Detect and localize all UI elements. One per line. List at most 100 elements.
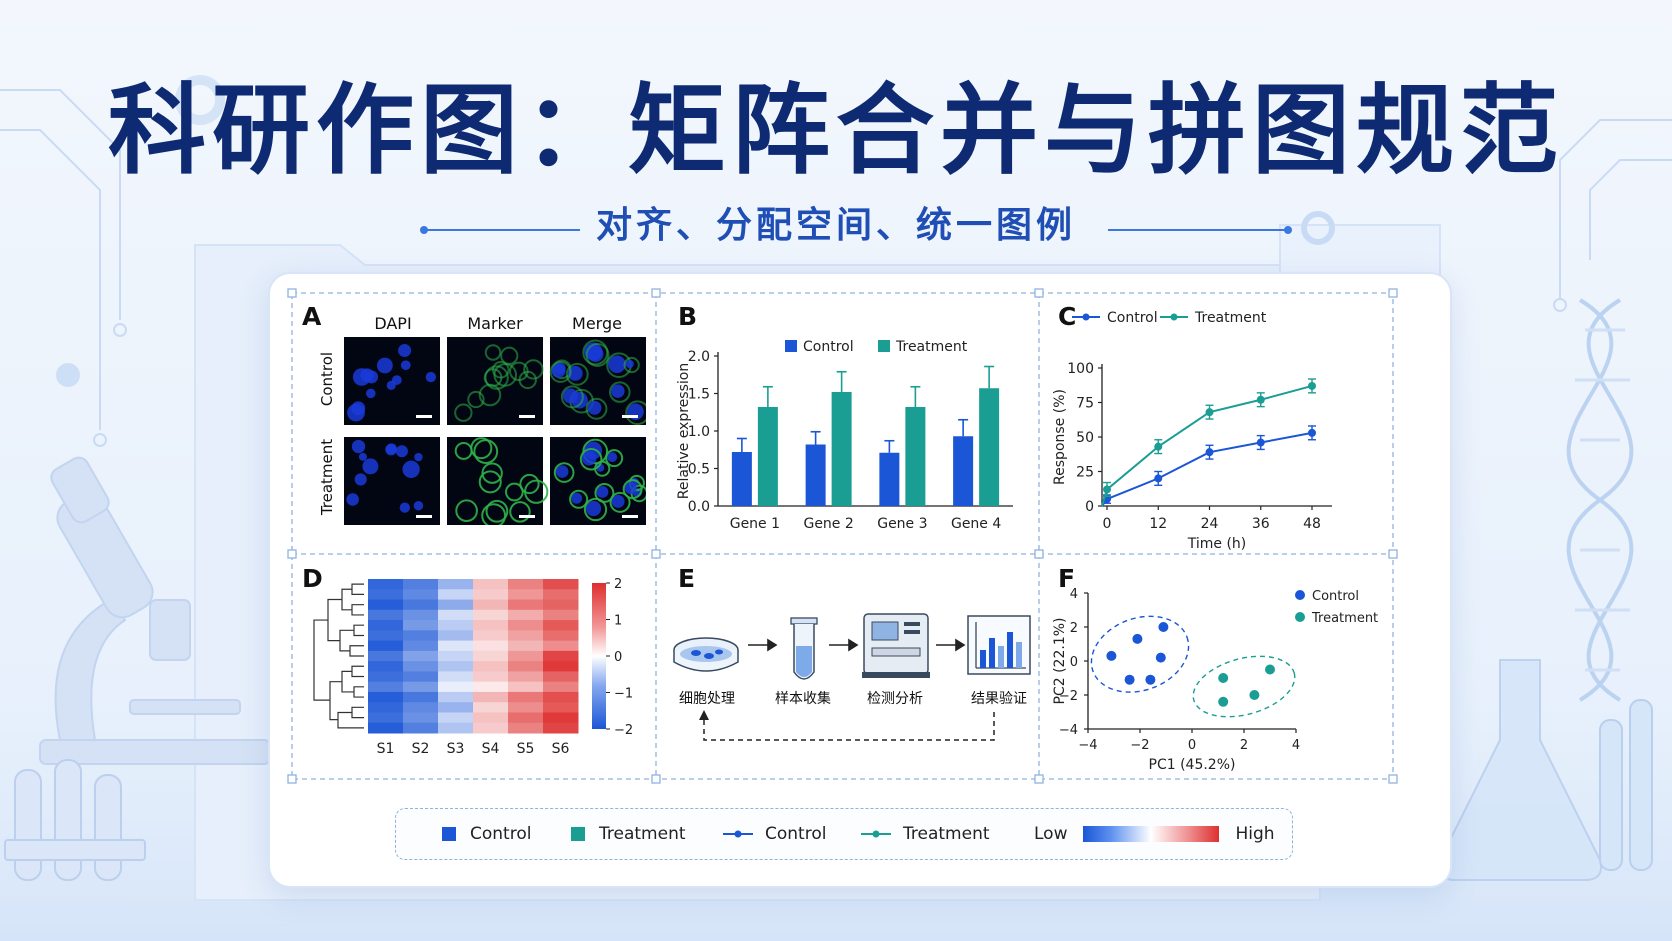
y-tick-label: 75 xyxy=(1076,396,1094,412)
arrow-icon xyxy=(829,638,859,652)
heatmap-cell xyxy=(368,579,404,590)
scale-tick-label: −2 xyxy=(614,723,633,738)
scatter-point-treatment xyxy=(1265,664,1275,675)
heatmap-cell xyxy=(403,650,439,662)
data-point xyxy=(1308,381,1316,390)
heatmap-cell xyxy=(473,722,509,734)
scale-bar xyxy=(622,515,638,518)
heatmap-cell xyxy=(368,702,404,713)
y-tick-label: 0.0 xyxy=(688,499,710,515)
legend-marker xyxy=(1170,313,1178,321)
heatmap-cell xyxy=(438,661,474,672)
scale-tick-label: 2 xyxy=(614,577,622,592)
nucleus-dot xyxy=(567,365,583,381)
workflow-diagram xyxy=(673,613,1031,741)
scale-bar xyxy=(519,415,535,418)
marker-ring xyxy=(594,483,615,503)
marker-ring xyxy=(500,346,519,365)
nucleus-dot xyxy=(413,500,424,511)
heatmap-cell xyxy=(438,691,474,703)
nucleus-dot xyxy=(366,388,376,399)
marker-ring xyxy=(470,437,493,460)
nucleus-dot xyxy=(608,355,626,373)
cluster-ellipse-treatment xyxy=(1192,655,1296,718)
heatmap-cell xyxy=(508,620,544,631)
shared-legend: Control Treatment Control Treatment Low … xyxy=(395,808,1293,860)
marker-ring xyxy=(623,356,640,374)
panel-f-label: F xyxy=(1058,564,1076,593)
bar-treatment xyxy=(905,407,926,506)
dendrogram-branch xyxy=(351,706,364,719)
heatmap-cell xyxy=(543,661,579,672)
x-tick-label: −4 xyxy=(1078,738,1097,753)
nucleus-dot xyxy=(624,482,637,495)
heatmap-cell xyxy=(403,661,439,672)
micrograph-grid xyxy=(344,337,646,525)
heatmap-cell xyxy=(543,650,579,662)
x-tick-label: 12 xyxy=(1149,516,1167,532)
y-tick-label: 100 xyxy=(1067,361,1094,377)
scatter-point-control xyxy=(1124,674,1135,685)
scale-bar xyxy=(622,415,638,418)
heatmap-cell xyxy=(438,620,474,631)
bar-chart: Control Treatment 0.0 0.5 1.0 1.5 2.0Relative … xyxy=(676,339,1013,532)
marker-ring xyxy=(622,479,643,500)
heatmap-cell xyxy=(473,702,509,713)
heatmap-cell xyxy=(473,661,509,672)
marker-ring xyxy=(553,462,575,483)
heatmap-cell xyxy=(508,661,544,672)
y-tick-label: 2.0 xyxy=(688,349,710,365)
nucleus-dot xyxy=(551,363,566,378)
dendrogram-branch xyxy=(337,711,364,729)
scale-bar xyxy=(519,515,535,518)
heatmap-cell xyxy=(368,620,404,631)
x-tick-label: 0 xyxy=(1103,516,1112,532)
feedback-loop-arrow xyxy=(703,712,995,741)
heatmap-cell xyxy=(508,722,544,734)
panel-a-col-merge: Merge xyxy=(572,314,622,333)
heatmap-cell xyxy=(543,691,579,703)
y-tick-label: −4 xyxy=(1059,723,1078,738)
heatmap-cell xyxy=(368,681,404,693)
legend-swatch-control xyxy=(442,827,456,841)
page-subtitle: 对齐、分配空间、统一图例 xyxy=(595,205,1076,246)
bar-treatment xyxy=(757,407,778,506)
scale-tick-label: 1 xyxy=(614,614,622,629)
heatmap-cell xyxy=(368,722,404,734)
heatmap-cell xyxy=(508,609,544,621)
nucleus-dot xyxy=(391,375,402,385)
dendrogram-branch xyxy=(351,604,364,616)
nucleus-dot xyxy=(607,452,618,463)
bar-treatment xyxy=(831,392,852,506)
legend-item-bar-treatment: Treatment xyxy=(571,809,686,859)
marker-ring xyxy=(483,368,503,387)
heatmap-cell xyxy=(543,620,579,631)
panel-a-col-dapi: DAPI xyxy=(374,314,412,333)
heatmap-cell xyxy=(368,650,404,662)
heatmap-cell xyxy=(438,671,474,683)
x-tick-label: 0 xyxy=(1188,738,1196,753)
column-label: S1 xyxy=(377,741,395,757)
y-tick-label: −2 xyxy=(1059,689,1078,704)
nucleus-dot xyxy=(625,359,634,369)
workflow-step-2: 样本收集 xyxy=(775,691,831,707)
heatmap-cell xyxy=(438,702,474,713)
marker-ring xyxy=(478,470,502,494)
heatmap-cell xyxy=(368,661,404,672)
nucleus-dot xyxy=(385,443,397,456)
scale-tick-label: 0 xyxy=(614,650,622,665)
scatter-point-treatment xyxy=(1218,673,1229,683)
legend-label: Treatment xyxy=(895,339,968,355)
heatmap-cell xyxy=(403,671,439,683)
arrow-icon xyxy=(936,638,966,652)
panel-a-row-control: Control xyxy=(318,351,336,407)
nucleus-dot xyxy=(596,486,609,498)
legend-item-bar-control: Control xyxy=(442,809,531,859)
micrograph-tile xyxy=(447,437,543,525)
results-chart-icon xyxy=(967,615,1031,675)
marker-ring xyxy=(454,403,473,422)
nucleus-dot xyxy=(354,473,367,486)
legend-line-treatment xyxy=(861,830,891,838)
legend-swatch-control xyxy=(785,340,797,352)
heatmap-cell xyxy=(438,722,474,734)
